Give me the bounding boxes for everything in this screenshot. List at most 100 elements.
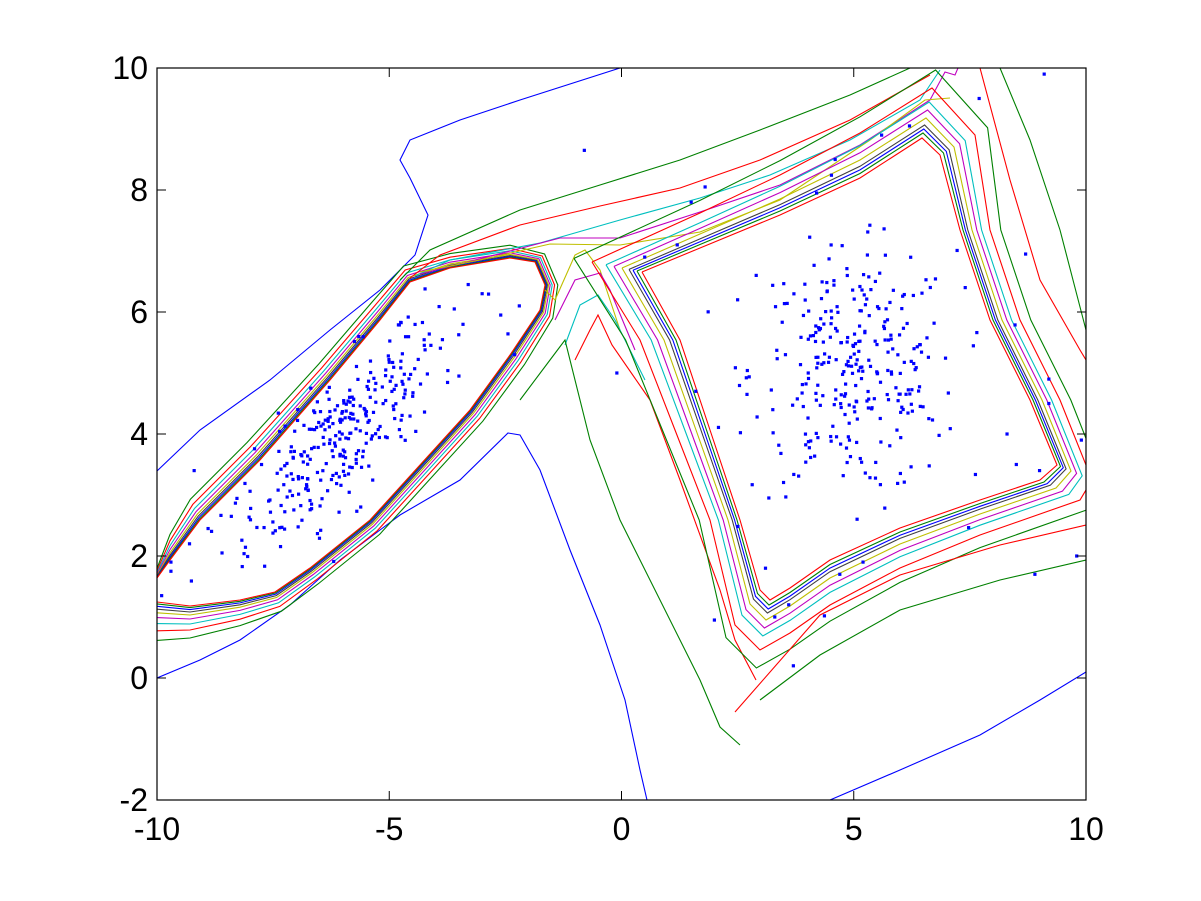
data-point bbox=[322, 442, 326, 446]
data-point bbox=[769, 388, 773, 392]
data-point bbox=[800, 382, 804, 387]
data-point bbox=[368, 359, 373, 363]
data-point bbox=[414, 429, 418, 433]
data-point bbox=[390, 375, 394, 379]
contour-line bbox=[157, 252, 551, 620]
data-point bbox=[392, 365, 396, 369]
contour-line bbox=[409, 74, 931, 279]
data-point bbox=[356, 449, 361, 453]
contour-line bbox=[157, 256, 548, 611]
data-point bbox=[845, 340, 849, 344]
data-point bbox=[233, 501, 238, 505]
data-point bbox=[905, 321, 909, 326]
data-point bbox=[409, 372, 413, 377]
data-point bbox=[750, 483, 754, 487]
data-point bbox=[314, 425, 319, 430]
data-point bbox=[418, 382, 423, 386]
data-point bbox=[898, 392, 902, 396]
data-point bbox=[821, 340, 825, 344]
data-point bbox=[457, 333, 461, 337]
data-point bbox=[292, 449, 296, 454]
data-point bbox=[383, 374, 388, 378]
data-point bbox=[393, 416, 397, 421]
data-point bbox=[338, 417, 342, 421]
data-point bbox=[899, 410, 903, 414]
data-point bbox=[879, 440, 883, 444]
data-point bbox=[452, 307, 456, 311]
data-point bbox=[354, 452, 358, 456]
data-point bbox=[795, 397, 799, 401]
y-axis-tick-labels: -2 0 2 4 6 8 10 bbox=[112, 50, 148, 818]
data-point bbox=[312, 409, 316, 413]
data-point bbox=[847, 438, 852, 442]
data-point bbox=[822, 322, 826, 326]
data-point bbox=[858, 309, 862, 313]
data-point bbox=[513, 353, 517, 357]
data-point bbox=[909, 465, 913, 469]
data-point bbox=[348, 431, 352, 435]
data-point bbox=[747, 375, 751, 379]
data-point bbox=[853, 410, 857, 414]
data-point bbox=[842, 370, 846, 374]
data-point bbox=[857, 339, 861, 344]
data-point bbox=[839, 402, 843, 406]
data-point bbox=[889, 370, 894, 374]
data-point bbox=[506, 332, 510, 336]
data-point bbox=[347, 395, 352, 399]
data-point bbox=[305, 477, 310, 481]
data-point bbox=[376, 427, 380, 432]
contour-line bbox=[632, 128, 1064, 610]
data-point bbox=[302, 450, 306, 454]
data-point bbox=[276, 488, 280, 492]
data-point bbox=[354, 427, 358, 431]
data-point bbox=[338, 420, 343, 424]
data-point bbox=[784, 495, 788, 499]
data-point bbox=[835, 305, 839, 309]
data-point bbox=[806, 416, 810, 420]
data-point bbox=[833, 326, 838, 331]
data-point bbox=[775, 348, 779, 352]
data-point bbox=[886, 338, 891, 342]
data-point bbox=[851, 344, 856, 349]
data-point bbox=[900, 307, 904, 311]
data-point bbox=[816, 383, 820, 387]
data-point bbox=[853, 342, 858, 346]
data-point bbox=[913, 368, 917, 372]
data-point bbox=[861, 273, 866, 277]
data-point bbox=[844, 446, 849, 450]
data-point bbox=[400, 379, 404, 383]
data-point bbox=[1005, 432, 1009, 436]
data-point bbox=[917, 385, 922, 389]
data-point bbox=[246, 554, 250, 559]
data-point bbox=[325, 390, 329, 394]
data-point bbox=[771, 431, 775, 435]
data-point bbox=[801, 313, 806, 318]
data-point bbox=[846, 335, 850, 340]
data-point bbox=[971, 344, 975, 348]
data-point bbox=[845, 273, 849, 278]
data-point bbox=[854, 399, 858, 403]
data-point bbox=[327, 385, 331, 389]
data-point bbox=[773, 305, 778, 309]
data-point bbox=[914, 366, 918, 370]
data-point bbox=[878, 416, 882, 421]
data-point bbox=[377, 435, 381, 440]
data-point bbox=[1014, 462, 1018, 467]
x-tick-label: -5 bbox=[375, 811, 403, 847]
data-point bbox=[235, 496, 239, 501]
data-point bbox=[334, 471, 338, 476]
data-point bbox=[189, 579, 193, 583]
data-point bbox=[894, 386, 898, 390]
data-point bbox=[351, 403, 355, 408]
contour-line bbox=[999, 68, 1086, 331]
contour-line bbox=[734, 524, 1086, 713]
data-point bbox=[369, 370, 373, 375]
data-point bbox=[315, 400, 319, 404]
data-point bbox=[975, 330, 979, 335]
contour-line bbox=[621, 117, 1072, 621]
data-point bbox=[821, 394, 825, 398]
data-point bbox=[775, 357, 779, 361]
data-point bbox=[924, 278, 928, 282]
data-point bbox=[1075, 554, 1079, 558]
data-point bbox=[283, 424, 287, 428]
